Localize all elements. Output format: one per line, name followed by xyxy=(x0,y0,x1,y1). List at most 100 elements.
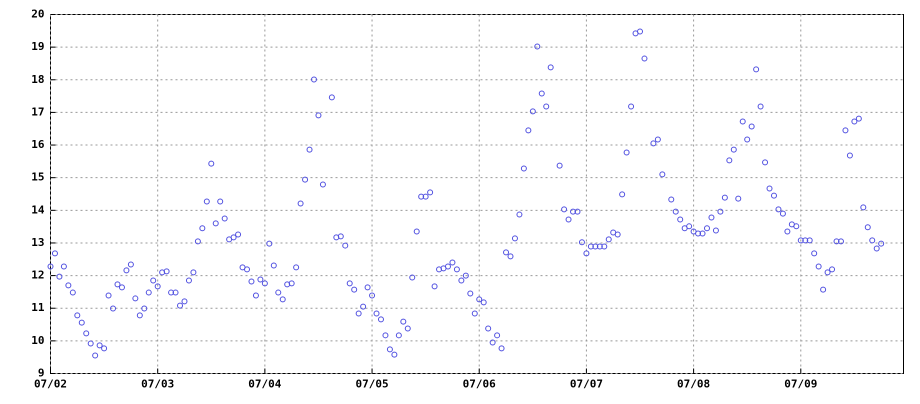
x-tick-label: 07/02 xyxy=(34,378,67,391)
point xyxy=(583,250,590,257)
point xyxy=(168,289,175,296)
point xyxy=(525,127,532,134)
y-tick-label: 9 xyxy=(38,367,45,380)
x-tick-label: 07/06 xyxy=(463,378,496,391)
point xyxy=(811,250,818,257)
y-tick-label: 17 xyxy=(31,105,44,118)
point xyxy=(802,237,809,244)
point xyxy=(458,277,465,284)
point xyxy=(110,305,117,312)
point xyxy=(637,28,644,35)
point xyxy=(248,278,255,285)
point xyxy=(672,208,679,215)
point xyxy=(815,263,822,270)
y-tick-label: 13 xyxy=(31,236,44,249)
point xyxy=(373,310,380,317)
point xyxy=(92,352,99,359)
point xyxy=(386,346,393,353)
y-tick-label: 18 xyxy=(31,73,44,86)
point xyxy=(619,191,626,198)
point xyxy=(413,228,420,235)
point xyxy=(177,302,184,309)
y-tick-label: 11 xyxy=(31,301,45,314)
point xyxy=(400,318,407,325)
point xyxy=(717,208,724,215)
point xyxy=(762,159,769,166)
point xyxy=(51,250,58,257)
point xyxy=(587,243,594,250)
y-tick-label: 19 xyxy=(31,40,44,53)
point xyxy=(721,194,728,201)
point xyxy=(369,292,376,299)
point xyxy=(83,330,90,337)
point xyxy=(114,281,121,288)
point xyxy=(69,289,76,296)
point xyxy=(355,310,362,317)
point xyxy=(793,223,800,230)
point xyxy=(837,238,844,245)
point xyxy=(735,195,742,202)
point xyxy=(556,162,563,169)
point xyxy=(480,299,487,306)
point xyxy=(328,94,335,101)
point xyxy=(315,112,322,119)
point xyxy=(163,268,170,275)
point xyxy=(302,176,309,183)
point xyxy=(485,325,492,332)
point xyxy=(623,149,630,156)
point xyxy=(194,238,201,245)
point xyxy=(471,310,478,317)
point xyxy=(270,262,277,269)
point xyxy=(377,316,384,323)
point xyxy=(712,227,719,234)
point xyxy=(860,204,867,211)
point xyxy=(342,242,349,249)
point xyxy=(56,273,63,280)
point xyxy=(141,305,148,312)
point xyxy=(855,115,862,122)
point xyxy=(404,325,411,332)
point xyxy=(266,240,273,247)
point xyxy=(516,211,523,218)
point xyxy=(346,280,353,287)
point xyxy=(757,103,764,110)
point xyxy=(520,165,527,172)
point xyxy=(574,208,581,215)
point xyxy=(181,298,188,305)
point xyxy=(172,289,179,296)
point xyxy=(842,127,849,134)
x-tick-label: 07/05 xyxy=(355,378,388,391)
point xyxy=(601,243,608,250)
point xyxy=(185,277,192,284)
point xyxy=(462,272,469,279)
point xyxy=(726,157,733,164)
point xyxy=(364,284,371,291)
point xyxy=(596,243,603,250)
point xyxy=(288,280,295,287)
point xyxy=(659,171,666,178)
point xyxy=(382,332,389,339)
point xyxy=(422,193,429,200)
point xyxy=(87,340,94,347)
point xyxy=(820,286,827,293)
point xyxy=(547,64,554,71)
y-tick-label: 16 xyxy=(31,138,45,151)
point xyxy=(766,185,773,192)
point xyxy=(739,118,746,125)
point xyxy=(543,103,550,110)
point xyxy=(628,103,635,110)
point xyxy=(869,237,876,244)
point xyxy=(476,296,483,303)
point xyxy=(409,274,416,281)
point xyxy=(851,118,858,125)
point xyxy=(199,225,206,232)
y-tick-label: 20 xyxy=(31,8,44,21)
point xyxy=(775,206,782,213)
point xyxy=(96,342,103,349)
point xyxy=(507,253,514,260)
point xyxy=(489,339,496,346)
point xyxy=(534,43,541,50)
point xyxy=(873,245,880,252)
point xyxy=(770,192,777,199)
